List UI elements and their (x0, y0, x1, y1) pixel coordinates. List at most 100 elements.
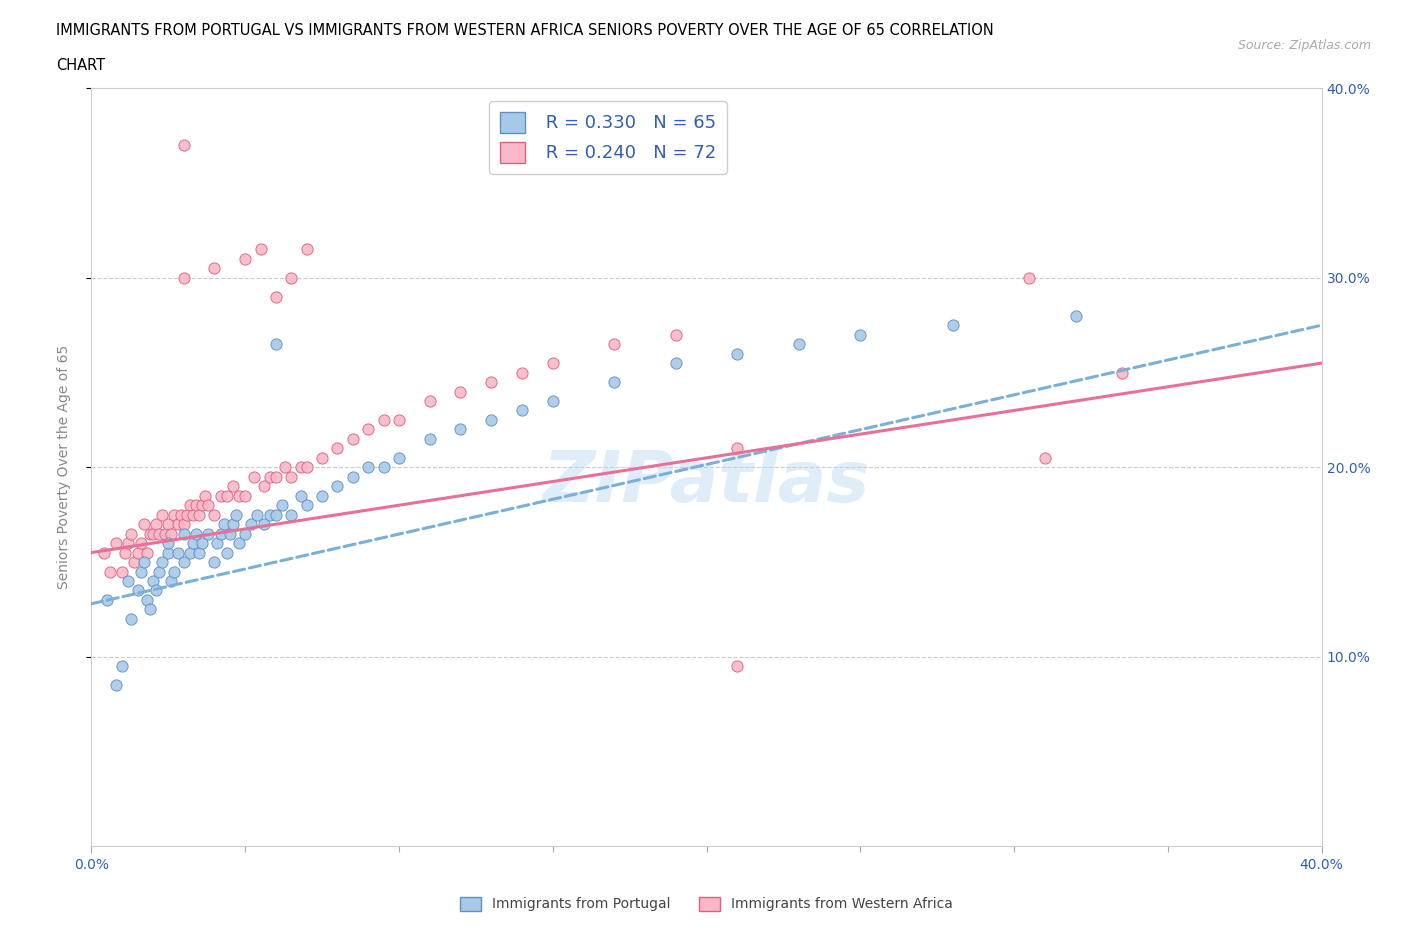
Point (111, 658, 134, 673)
Point (240, 517, 263, 532)
Point (166, 545, 188, 560)
Text: ZIPatlas: ZIPatlas (543, 448, 870, 517)
Point (280, 507, 302, 522)
Point (160, 526, 183, 541)
Point (153, 526, 177, 541)
Point (942, 318, 965, 333)
Point (163, 565, 186, 579)
Point (139, 602, 162, 617)
Point (228, 536, 250, 551)
Point (1018, 271, 1040, 286)
Text: CHART: CHART (56, 58, 105, 73)
Point (176, 507, 198, 522)
Point (215, 488, 238, 503)
Point (96, 592, 118, 607)
Point (342, 432, 364, 446)
Point (135, 545, 157, 560)
Point (114, 545, 136, 560)
Point (209, 488, 232, 503)
Point (725, 658, 748, 673)
Point (129, 536, 152, 551)
Point (222, 479, 245, 494)
Point (173, 138, 195, 153)
Point (215, 545, 238, 560)
Point (179, 498, 201, 512)
Point (207, 536, 229, 551)
Point (603, 375, 626, 390)
Point (129, 565, 152, 579)
Point (849, 327, 872, 342)
Point (290, 488, 312, 503)
Point (173, 526, 195, 541)
Point (132, 554, 155, 569)
Point (541, 355, 564, 370)
Point (249, 242, 271, 257)
Point (311, 450, 333, 465)
Point (209, 526, 232, 541)
Point (163, 507, 186, 522)
Point (117, 536, 139, 551)
Point (233, 526, 256, 541)
Point (166, 517, 188, 532)
Point (124, 554, 146, 569)
Point (419, 432, 441, 446)
Point (290, 460, 312, 475)
Point (541, 393, 564, 408)
Point (179, 545, 201, 560)
Point (388, 413, 411, 428)
Point (357, 422, 380, 437)
Point (142, 526, 165, 541)
Point (173, 517, 195, 532)
Point (665, 355, 688, 370)
Point (1064, 309, 1087, 324)
Point (191, 536, 214, 551)
Point (233, 251, 256, 266)
Point (373, 413, 395, 428)
Point (243, 470, 266, 485)
Point (150, 507, 173, 522)
Point (157, 517, 180, 532)
Point (111, 565, 134, 579)
Point (197, 526, 219, 541)
Legend:  R = 0.330   N = 65,  R = 0.240   N = 72: R = 0.330 N = 65, R = 0.240 N = 72 (489, 101, 727, 174)
Point (93, 545, 115, 560)
Point (479, 413, 502, 428)
Point (271, 498, 294, 512)
Point (184, 498, 207, 512)
Point (246, 507, 269, 522)
Point (157, 545, 180, 560)
Point (117, 574, 139, 589)
Point (160, 574, 183, 589)
Point (197, 498, 219, 512)
Point (188, 507, 211, 522)
Point (222, 517, 245, 532)
Point (233, 488, 256, 503)
Point (184, 526, 207, 541)
Point (142, 574, 165, 589)
Point (157, 536, 180, 551)
Point (264, 470, 287, 485)
Point (188, 545, 211, 560)
Point (212, 517, 235, 532)
Point (280, 271, 302, 286)
Point (787, 337, 810, 352)
Point (259, 507, 281, 522)
Point (326, 441, 349, 456)
Point (510, 365, 533, 380)
Point (280, 470, 302, 485)
Point (253, 517, 276, 532)
Point (228, 488, 250, 503)
Point (105, 536, 127, 551)
Point (145, 583, 167, 598)
Point (342, 470, 364, 485)
Point (139, 526, 162, 541)
Point (98, 565, 121, 579)
Point (169, 507, 191, 522)
Point (357, 460, 380, 475)
Point (194, 488, 217, 503)
Text: Source: ZipAtlas.com: Source: ZipAtlas.com (1237, 39, 1371, 52)
Point (181, 536, 204, 551)
Point (120, 612, 142, 627)
Point (191, 498, 214, 512)
Point (1111, 365, 1133, 380)
